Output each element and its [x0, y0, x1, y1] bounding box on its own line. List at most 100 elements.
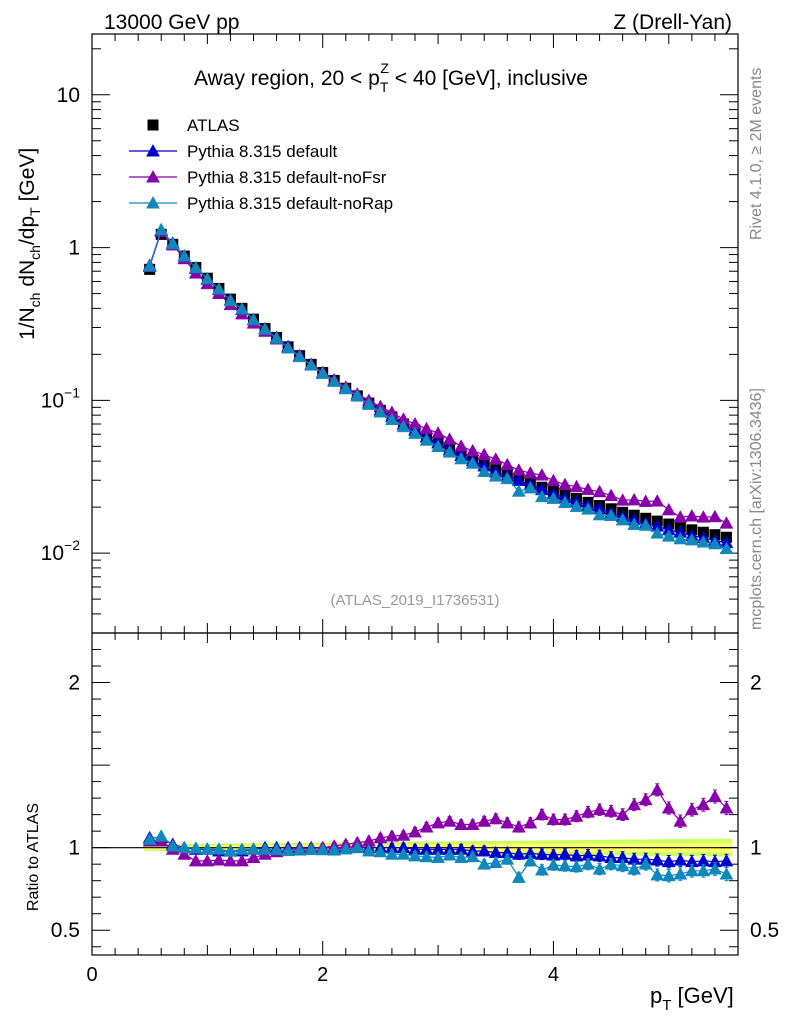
- ratio-point: [569, 859, 584, 873]
- legend-label: Pythia 8.315 default-noFsr: [187, 168, 387, 187]
- ratio-point: [304, 842, 319, 856]
- series-line: [149, 230, 727, 524]
- legend-marker: [146, 195, 160, 209]
- mc-point: [454, 451, 469, 465]
- ratio-point: [534, 862, 549, 876]
- mc-point: [442, 432, 457, 445]
- legend: ATLAS Pythia 8.315 default Pythia 8.315 de…: [129, 116, 393, 213]
- mc-point: [315, 366, 330, 379]
- ratio-point: [627, 797, 642, 811]
- mc-point: [638, 518, 653, 531]
- mc-point: [165, 236, 180, 250]
- legend-label: ATLAS: [187, 116, 240, 135]
- mc-point: [604, 508, 619, 522]
- ratio-point: [223, 853, 238, 867]
- ratio-point: [396, 847, 411, 860]
- mc-point: [534, 489, 549, 503]
- ratio-point: [188, 841, 203, 854]
- legend-marker: [146, 143, 160, 157]
- ratio-point: [511, 847, 526, 860]
- mc-point: [581, 502, 595, 515]
- ratio-point: [558, 858, 572, 872]
- legend-label: Pythia 8.315 default-noRap: [187, 194, 393, 213]
- ratio-point: [246, 842, 261, 855]
- mc-point: [500, 471, 515, 485]
- mc-point: [211, 282, 226, 295]
- ratio-point: [281, 843, 296, 857]
- mc-point: [142, 259, 157, 272]
- legend-entry-3: Pythia 8.315 default-noRap: [129, 194, 393, 213]
- ratio-point: [431, 815, 445, 829]
- legend-entry-1: Pythia 8.315 default: [129, 142, 338, 161]
- mc-point: [488, 452, 503, 465]
- ratio-point: [684, 863, 699, 877]
- ratio-point: [650, 867, 665, 881]
- ratio-point: [477, 814, 492, 827]
- ratio-point: [408, 848, 422, 862]
- ratio-point: [684, 802, 699, 816]
- mc-point: [292, 349, 307, 363]
- x-tick-label: 4: [548, 964, 559, 986]
- mc-point: [465, 443, 480, 457]
- mc-point: [604, 488, 619, 502]
- analysis-tag: (ATLAS_2019_I1736531): [330, 592, 499, 609]
- mc-point: [235, 302, 249, 315]
- x-axis-label: pT [GeV]: [650, 983, 734, 1014]
- mc-point: [581, 482, 595, 495]
- ratio-point: [361, 843, 376, 857]
- axes: 0 2 4 10 1 10−1 10−2 2 2 1 1 0.5 0.5: [41, 33, 779, 986]
- ratio-point: [211, 842, 226, 855]
- ratio-point: [373, 830, 388, 844]
- y-tick-label: 10: [57, 84, 80, 107]
- ratio-point: [154, 829, 169, 842]
- ratio-point: [442, 848, 457, 861]
- main-y-axis-label: 1/Nch dNch/dpT [GeV]: [16, 148, 43, 340]
- ratio-point: [338, 841, 353, 855]
- mc-point: [385, 412, 399, 425]
- ratio-panel-frame: [91, 632, 739, 956]
- ratio-point: [200, 853, 215, 867]
- ratio-point: [188, 853, 203, 867]
- main-series-3: [142, 222, 734, 555]
- mc-point: [627, 517, 642, 530]
- mc-point: [338, 381, 353, 395]
- ratio-point: [615, 858, 630, 872]
- ratio-point: [488, 811, 503, 825]
- x-tick-label: 0: [86, 964, 97, 986]
- mc-point: [350, 388, 365, 402]
- ratio-point: [511, 870, 526, 883]
- ratio-point: [661, 801, 676, 814]
- ratio-point: [558, 812, 572, 826]
- ratio-point: [465, 817, 480, 830]
- ratio-point: [592, 802, 607, 816]
- ratio-point: [661, 854, 676, 868]
- ratio-point: [719, 801, 734, 814]
- mc-point: [373, 405, 388, 418]
- ratio-point: [511, 820, 526, 833]
- mc-point: [419, 433, 434, 446]
- main-panel-title: Away region, 20 < pTZ < 40 [GeV], inclus…: [194, 60, 588, 95]
- ratio-series-2: [142, 829, 734, 883]
- ratio-point: [269, 842, 284, 856]
- mc-point: [396, 419, 411, 433]
- ratio-point: [569, 809, 584, 822]
- y-tick-label: 10−1: [41, 384, 81, 412]
- ratio-point: [327, 843, 342, 856]
- ratio-point: [142, 832, 157, 845]
- mc-point: [708, 509, 722, 523]
- mc-point: [569, 479, 584, 493]
- mc-point: [442, 445, 457, 458]
- ratio-point: [500, 852, 515, 865]
- mc-point: [719, 516, 734, 529]
- ratio-point: [165, 839, 180, 852]
- ratio-point: [604, 857, 619, 870]
- ratio-point: [200, 841, 215, 855]
- ratio-point: [419, 849, 434, 863]
- ratio-y-tick-label-right: 0.5: [750, 919, 779, 942]
- ratio-point: [258, 842, 272, 855]
- mc-point: [431, 426, 445, 439]
- mc-point: [361, 397, 376, 410]
- mc-point: [673, 510, 688, 523]
- ratio-point: [708, 789, 722, 802]
